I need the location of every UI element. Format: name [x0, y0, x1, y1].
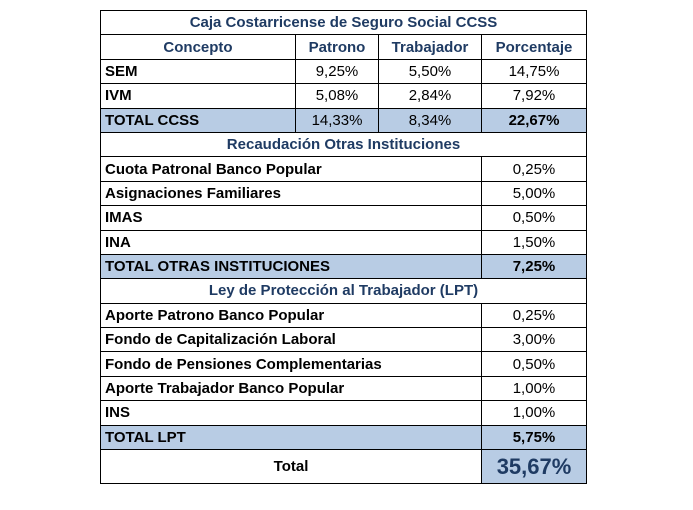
table-row: INS 1,00%	[100, 400, 587, 426]
row-concepto: Asignaciones Familiares	[100, 180, 482, 207]
header-porcentaje: Porcentaje	[481, 34, 587, 60]
header-trabajador: Trabajador	[378, 34, 482, 60]
contributions-table: Caja Costarricense de Seguro Social CCSS…	[100, 9, 587, 485]
grand-total-value: 35,67%	[481, 449, 587, 485]
row-concepto: Aporte Patrono Banco Popular	[100, 302, 482, 329]
total-trabajador: 8,34%	[378, 107, 482, 133]
row-trabajador: 2,84%	[378, 83, 482, 109]
row-concepto: IMAS	[100, 205, 482, 231]
row-patrono: 5,08%	[295, 83, 379, 109]
table-row: Aporte Trabajador Banco Popular 1,00%	[100, 375, 587, 402]
total-concepto: TOTAL OTRAS INSTITUCIONES	[100, 253, 482, 280]
table-row: Cuota Patronal Banco Popular 0,25%	[100, 156, 587, 182]
row-porcentaje: 0,25%	[481, 302, 587, 329]
section-title-row: Recaudación Otras Instituciones	[100, 131, 587, 158]
table-row: IMAS 0,50%	[100, 205, 587, 231]
section-title-lpt: Ley de Protección al Trabajador (LPT)	[100, 278, 587, 304]
table-title: Caja Costarricense de Seguro Social CCSS	[100, 9, 587, 36]
row-concepto: INA	[100, 229, 482, 255]
total-otras-row: TOTAL OTRAS INSTITUCIONES 7,25%	[100, 253, 587, 280]
table-row: Asignaciones Familiares 5,00%	[100, 180, 587, 207]
grand-total-label: Total	[100, 449, 482, 485]
section-title-otras: Recaudación Otras Instituciones	[100, 131, 587, 158]
section-title-row: Ley de Protección al Trabajador (LPT)	[100, 278, 587, 304]
header-row: Concepto Patrono Trabajador Porcentaje	[100, 34, 587, 60]
row-porcentaje: 1,50%	[481, 229, 587, 255]
row-porcentaje: 3,00%	[481, 327, 587, 353]
row-concepto: SEM	[100, 58, 296, 85]
row-concepto: Fondo de Capitalización Laboral	[100, 327, 482, 353]
table-row: IVM 5,08% 2,84% 7,92%	[100, 83, 587, 109]
table-row: INA 1,50%	[100, 229, 587, 255]
title-row: Caja Costarricense de Seguro Social CCSS	[100, 9, 587, 36]
row-trabajador: 5,50%	[378, 58, 482, 85]
row-porcentaje: 0,50%	[481, 351, 587, 377]
header-concepto: Concepto	[100, 34, 296, 60]
table-row: Fondo de Capitalización Laboral 3,00%	[100, 327, 587, 353]
row-porcentaje: 7,92%	[481, 83, 587, 109]
total-porcentaje: 5,75%	[481, 424, 587, 451]
total-porcentaje: 22,67%	[481, 107, 587, 133]
total-concepto: TOTAL LPT	[100, 424, 482, 451]
total-porcentaje: 7,25%	[481, 253, 587, 280]
row-porcentaje: 1,00%	[481, 375, 587, 402]
row-concepto: Aporte Trabajador Banco Popular	[100, 375, 482, 402]
total-lpt-row: TOTAL LPT 5,75%	[100, 424, 587, 451]
table-row: SEM 9,25% 5,50% 14,75%	[100, 58, 587, 85]
table-row: Aporte Patrono Banco Popular 0,25%	[100, 302, 587, 329]
grand-total-row: Total 35,67%	[100, 449, 587, 485]
row-patrono: 9,25%	[295, 58, 379, 85]
header-patrono: Patrono	[295, 34, 379, 60]
row-concepto: Fondo de Pensiones Complementarias	[100, 351, 482, 377]
row-porcentaje: 14,75%	[481, 58, 587, 85]
total-patrono: 14,33%	[295, 107, 379, 133]
row-porcentaje: 5,00%	[481, 180, 587, 207]
total-concepto: TOTAL CCSS	[100, 107, 296, 133]
table-row: Fondo de Pensiones Complementarias 0,50%	[100, 351, 587, 377]
row-porcentaje: 1,00%	[481, 400, 587, 426]
row-concepto: IVM	[100, 83, 296, 109]
row-porcentaje: 0,50%	[481, 205, 587, 231]
row-porcentaje: 0,25%	[481, 156, 587, 182]
total-ccss-row: TOTAL CCSS 14,33% 8,34% 22,67%	[100, 107, 587, 133]
row-concepto: INS	[100, 400, 482, 426]
row-concepto: Cuota Patronal Banco Popular	[100, 156, 482, 182]
